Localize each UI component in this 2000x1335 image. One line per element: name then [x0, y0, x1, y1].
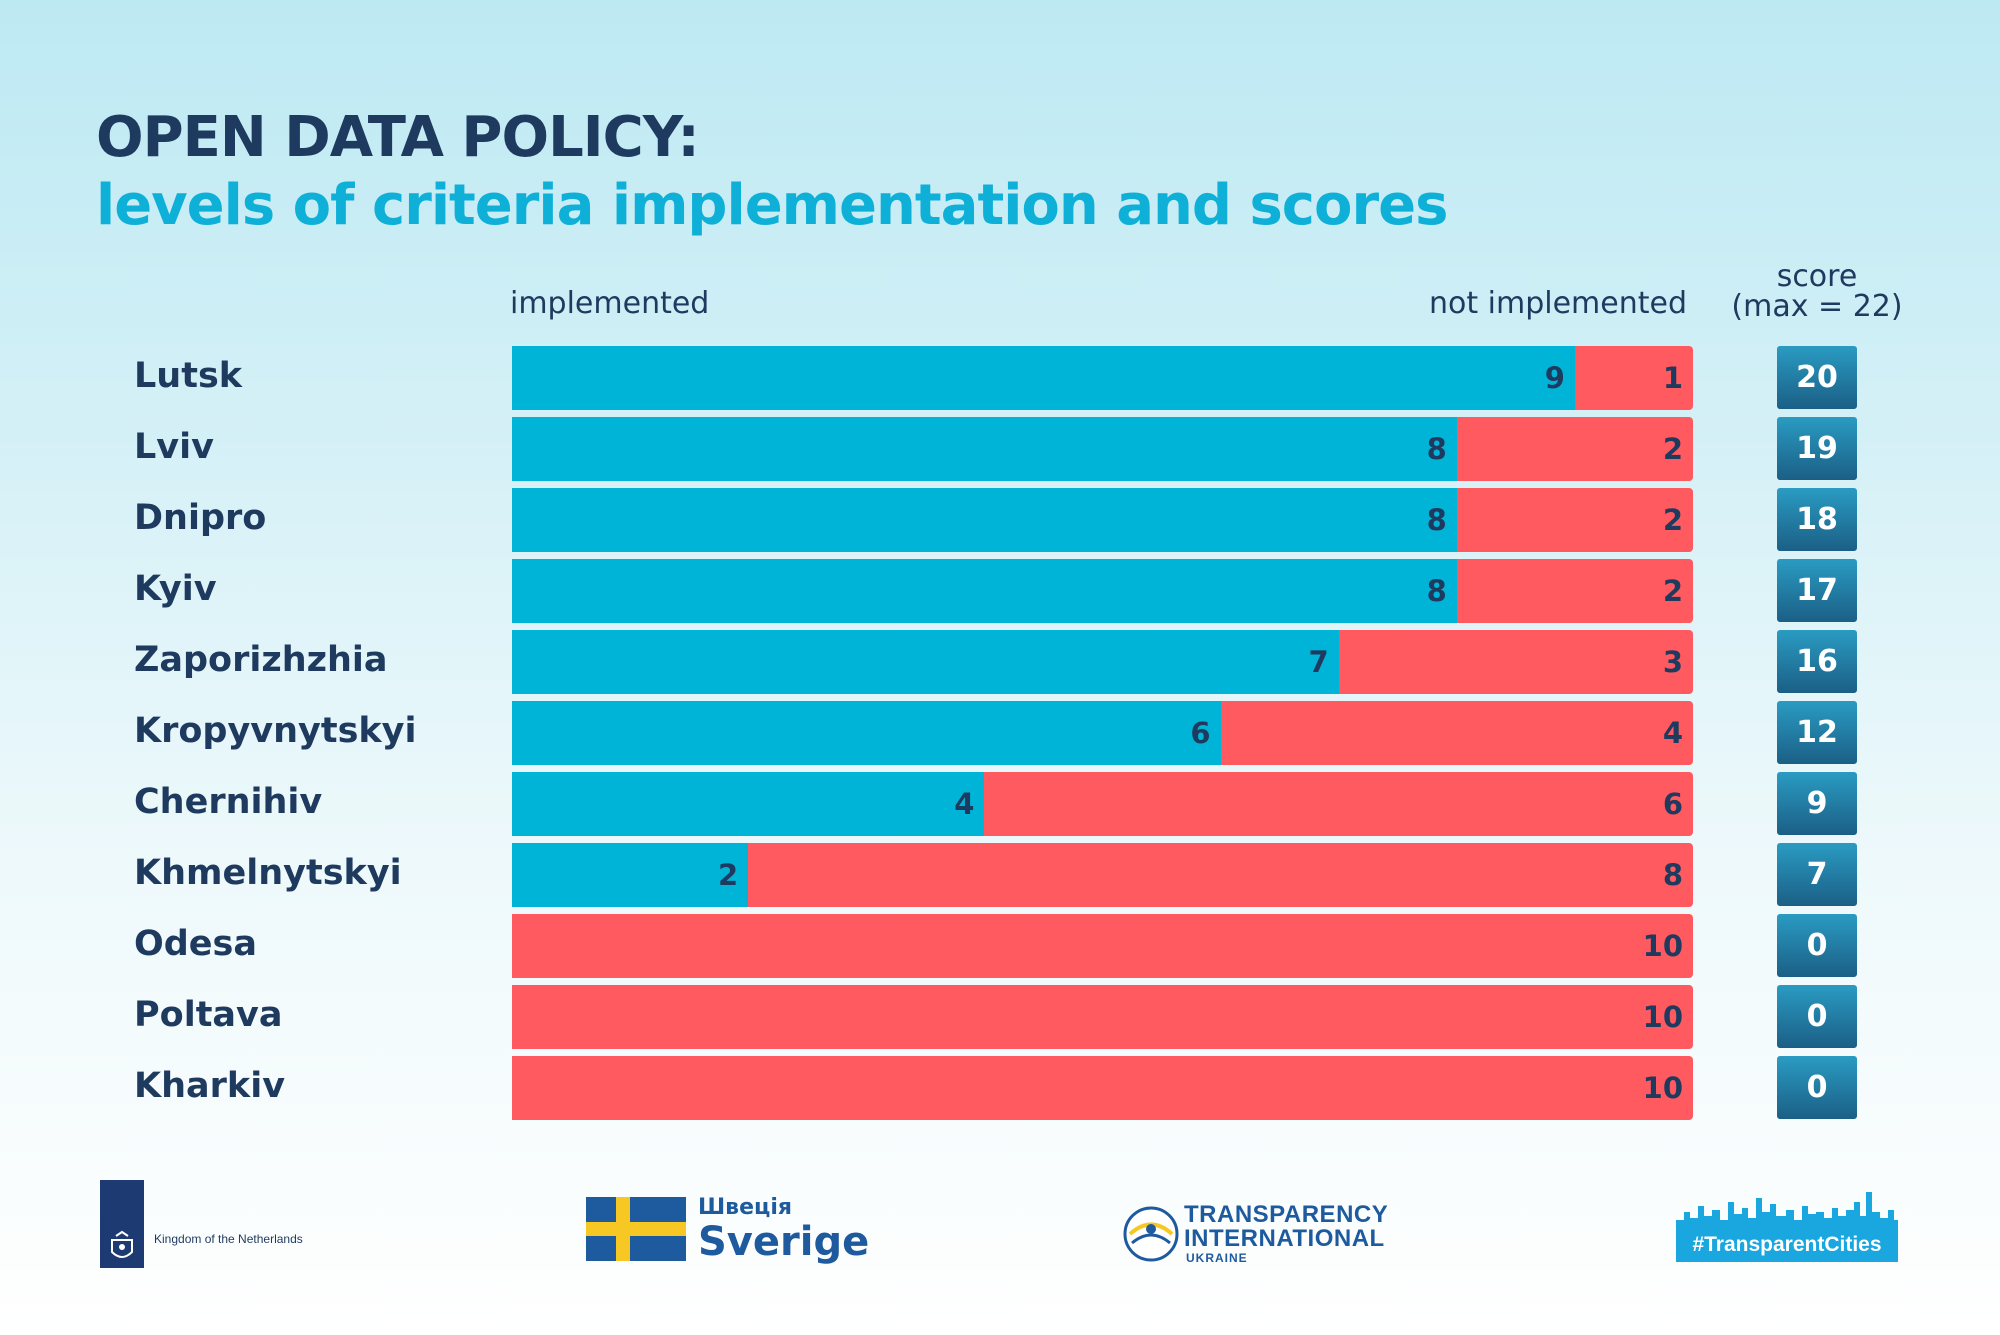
- netherlands-logo: Kingdom of the Netherlands: [100, 1180, 303, 1268]
- ti-label: TRANSPARENCY INTERNATIONAL UKRAINE: [1184, 1201, 1389, 1266]
- score-badge: 9: [1777, 772, 1857, 835]
- bar-not-implemented-value: 1: [1662, 361, 1683, 395]
- bar-not-implemented-value: 6: [1662, 787, 1683, 821]
- ti-globe-icon: [1123, 1206, 1179, 1262]
- score-badge: 20: [1777, 346, 1857, 409]
- bar-not-implemented-value: 10: [1642, 1071, 1683, 1105]
- bar-implemented: 8: [512, 417, 1457, 481]
- bar-implemented: 8: [512, 559, 1457, 623]
- bar-implemented: 9: [512, 346, 1575, 410]
- bar-row: 10: [512, 914, 1693, 978]
- bar-not-implemented: 10: [512, 1056, 1693, 1120]
- bar-not-implemented-value: 4: [1662, 716, 1683, 750]
- bar-implemented-value: 8: [1426, 574, 1447, 608]
- score-header-label: score: [1776, 259, 1858, 294]
- score-badge: 0: [1777, 985, 1857, 1048]
- city-skyline-icon: [1676, 1192, 1898, 1230]
- footer-logos: Kingdom of the Netherlands Швеція Sverig…: [0, 1175, 2000, 1275]
- bar-row: 10: [512, 1056, 1693, 1120]
- bar-implemented-value: 4: [954, 787, 975, 821]
- city-label: Kharkiv: [134, 1066, 286, 1106]
- city-label: Zaporizhzhia: [134, 640, 388, 680]
- bar-implemented-value: 7: [1308, 645, 1329, 679]
- transparent-cities-logo: #TransparentCities: [1676, 1190, 1898, 1262]
- score-header: score (max = 22): [1722, 262, 1912, 322]
- bar-not-implemented: 3: [1338, 630, 1693, 694]
- bar-not-implemented-value: 10: [1642, 1000, 1683, 1034]
- bar-not-implemented-value: 2: [1662, 574, 1683, 608]
- bar-not-implemented: 2: [1456, 559, 1693, 623]
- score-header-max: (max = 22): [1731, 289, 1903, 324]
- city-label: Dnipro: [134, 498, 267, 538]
- sweden-flag-icon: [586, 1197, 686, 1261]
- bar-not-implemented: 10: [512, 914, 1693, 978]
- implemented-header: implemented: [510, 286, 710, 321]
- bar-not-implemented: 2: [1456, 417, 1693, 481]
- title-line-1: OPEN DATA POLICY:: [96, 105, 700, 170]
- ti-label-line-1: TRANSPARENCY: [1184, 1201, 1389, 1228]
- city-label: Kyiv: [134, 569, 217, 609]
- score-badge: 19: [1777, 417, 1857, 480]
- score-badge: 0: [1777, 914, 1857, 977]
- bar-implemented-value: 2: [718, 858, 739, 892]
- bar-not-implemented: 6: [984, 772, 1693, 836]
- bar-not-implemented-value: 2: [1662, 432, 1683, 466]
- chart-title: OPEN DATA POLICY: levels of criteria imp…: [96, 104, 1448, 240]
- not-implemented-header: not implemented: [1428, 286, 1687, 321]
- city-label: Lutsk: [134, 356, 243, 396]
- bar-implemented: 6: [512, 701, 1221, 765]
- score-badge: 0: [1777, 1056, 1857, 1119]
- bar-implemented-value: 9: [1544, 361, 1565, 395]
- score-badge: 12: [1777, 701, 1857, 764]
- bar-not-implemented: 8: [748, 843, 1693, 907]
- bar-implemented-value: 8: [1426, 503, 1447, 537]
- transparency-international-logo: TRANSPARENCY INTERNATIONAL UKRAINE: [1122, 1203, 1388, 1267]
- score-badge: 17: [1777, 559, 1857, 622]
- bar-implemented: 8: [512, 488, 1457, 552]
- city-label: Kropyvnytskyi: [134, 711, 417, 751]
- bar-not-implemented-value: 2: [1662, 503, 1683, 537]
- netherlands-label: Kingdom of the Netherlands: [154, 1232, 303, 1246]
- bar-implemented: 7: [512, 630, 1339, 694]
- bar-implemented-value: 6: [1190, 716, 1211, 750]
- city-label: Odesa: [134, 924, 257, 964]
- score-badge: 18: [1777, 488, 1857, 551]
- city-label: Khmelnytskyi: [134, 853, 402, 893]
- sweden-label: Sverige: [698, 1219, 870, 1265]
- bar-row: 10: [512, 985, 1693, 1049]
- bar-implemented-value: 8: [1426, 432, 1447, 466]
- bar-not-implemented: 10: [512, 985, 1693, 1049]
- score-badge: 16: [1777, 630, 1857, 693]
- score-badge: 7: [1777, 843, 1857, 906]
- bar-not-implemented-value: 3: [1662, 645, 1683, 679]
- city-label: Poltava: [134, 995, 283, 1035]
- bar-not-implemented: 4: [1220, 701, 1693, 765]
- city-label: Lviv: [134, 427, 214, 467]
- bar-implemented: 4: [512, 772, 985, 836]
- ti-label-line-3: UKRAINE: [1186, 1251, 1248, 1265]
- bar-not-implemented-value: 8: [1662, 858, 1683, 892]
- bar-implemented: 2: [512, 843, 749, 907]
- bar-not-implemented: 1: [1574, 346, 1693, 410]
- bar-not-implemented-value: 10: [1642, 929, 1683, 963]
- sweden-logo: Швеція Sverige: [586, 1195, 869, 1265]
- city-label: Chernihiv: [134, 782, 323, 822]
- ti-label-line-2: INTERNATIONAL: [1184, 1225, 1385, 1252]
- sweden-label-ua: Швеція: [698, 1195, 792, 1220]
- title-line-2: levels of criteria implementation and sc…: [96, 173, 1448, 238]
- bar-not-implemented: 2: [1456, 488, 1693, 552]
- transparent-cities-label: #TransparentCities: [1676, 1228, 1898, 1262]
- netherlands-crest-icon: [100, 1180, 144, 1268]
